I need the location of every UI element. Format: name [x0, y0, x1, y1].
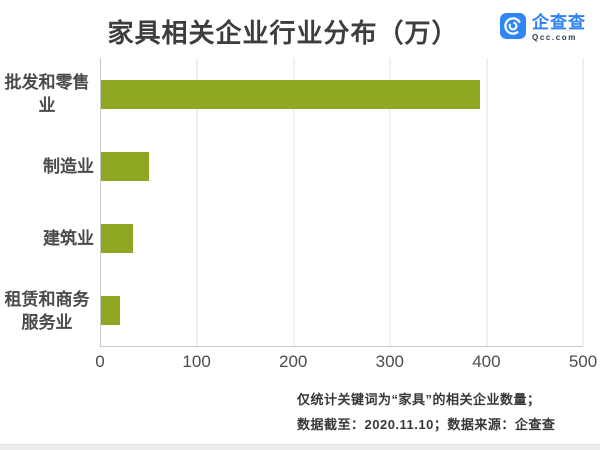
qcc-logo-icon: [500, 13, 526, 39]
x-axis-tick-label: 200: [279, 352, 308, 371]
x-axis-tick-label: 100: [182, 352, 211, 371]
gridline: [486, 58, 488, 346]
bottom-edge-strip: [0, 444, 600, 450]
qcc-logo: 企查查 Qcc.com: [500, 13, 586, 42]
y-axis-label: 租赁和商务服务业: [4, 289, 90, 332]
qcc-domain: Qcc.com: [532, 33, 577, 42]
gridline: [389, 58, 391, 346]
x-axis-tick-label: 400: [472, 352, 501, 371]
x-axis-tick-label: 500: [568, 352, 598, 371]
bars-layer: [101, 58, 583, 346]
gridline: [196, 58, 198, 346]
y-axis-label: 制造业: [43, 156, 94, 176]
y-axis-labels: 批发和零售业制造业建筑业租赁和商务服务业: [0, 58, 100, 347]
gridline: [582, 58, 584, 346]
bar-row: [101, 202, 583, 274]
bar-制造业: [101, 151, 150, 181]
y-axis-label: 建筑业: [43, 229, 94, 249]
footnote-line-2: 数据截至：2020.11.10；数据来源：企查查: [297, 417, 556, 432]
y-axis-label: 批发和零售业: [4, 73, 90, 116]
bar-row: [101, 274, 583, 346]
qcc-logo-text: 企查查 Qcc.com: [532, 13, 586, 42]
bar-租赁和商务服务业: [101, 295, 121, 325]
x-axis-tick-label: 0: [95, 352, 105, 371]
x-axis: 0 100 200 300 400 500: [95, 352, 597, 374]
footnote: 仅统计关键词为“家具”的相关企业数量； 数据截至：2020.11.10；数据来源…: [297, 387, 555, 437]
footnote-line-1: 仅统计关键词为“家具”的相关企业数量；: [297, 392, 541, 407]
x-axis-tick-label: 300: [375, 352, 404, 371]
bar-row: [101, 130, 583, 202]
bar-row: [101, 58, 583, 130]
gridline: [293, 58, 295, 346]
page-title: 家具相关企业行业分布（万）: [107, 18, 459, 48]
bar-批发和零售业: [101, 79, 480, 109]
qcc-brand-name: 企查查: [532, 13, 586, 32]
bar-建筑业: [101, 223, 133, 253]
plot-area: [100, 58, 584, 347]
